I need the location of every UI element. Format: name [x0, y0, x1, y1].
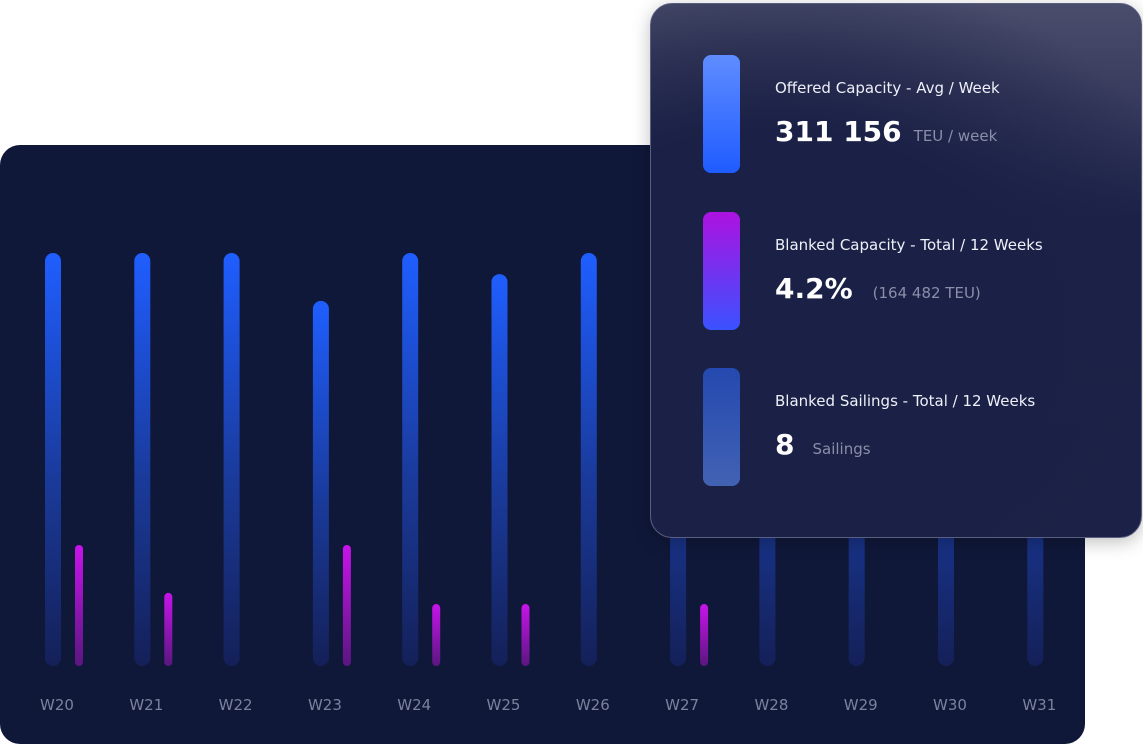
x-tick-label: W26 [576, 696, 610, 714]
x-tick-label: W23 [308, 696, 342, 714]
offered-capacity-swatch [703, 55, 740, 173]
stat-unit: TEU / week [913, 127, 998, 145]
blanked-capacity-swatch [703, 212, 740, 330]
x-tick-label: W28 [754, 696, 788, 714]
x-tick-label: W21 [129, 696, 163, 714]
summary-card: Offered Capacity - Avg / Week 311 156 TEU… [650, 3, 1142, 538]
blanked-bar-W20 [75, 544, 83, 666]
offered-bar-W22 [223, 253, 240, 666]
stat-offered-capacity: Offered Capacity - Avg / Week 311 156 TEU… [703, 55, 1123, 173]
offered-bar-W24 [402, 253, 419, 666]
stat-value: 4.2% [775, 272, 853, 305]
x-tick-label: W27 [665, 696, 699, 714]
offered-bar-W20 [45, 253, 61, 666]
blanked-bar-W21 [164, 592, 173, 666]
offered-bar-W23 [312, 300, 329, 666]
stat-title: Blanked Sailings - Total / 12 Weeks [775, 392, 1036, 410]
stat-unit: (164 482 TEU) [872, 284, 981, 302]
offered-bar-W26 [580, 253, 597, 666]
x-tick-label: W20 [40, 696, 74, 714]
stat-title: Blanked Capacity - Total / 12 Weeks [775, 236, 1043, 254]
stat-value: 311 156 [775, 115, 902, 148]
offered-bar-W25 [491, 274, 508, 666]
x-tick-label: W30 [933, 696, 967, 714]
x-tick-label: W25 [487, 696, 521, 714]
stat-value: 8 [775, 428, 795, 461]
x-tick-label: W22 [219, 696, 253, 714]
stat-unit: Sailings [812, 440, 871, 458]
x-tick-label: W31 [1022, 696, 1056, 714]
stat-blanked-capacity: Blanked Capacity - Total / 12 Weeks 4.2%… [703, 212, 1123, 330]
blanked-sailings-swatch [703, 368, 740, 486]
stat-blanked-sailings: Blanked Sailings - Total / 12 Weeks 8 Sai… [703, 368, 1123, 486]
x-tick-label: W24 [397, 696, 431, 714]
offered-bar-W21 [134, 253, 151, 666]
blanked-bar-W24 [432, 604, 441, 666]
x-tick-label: W29 [844, 696, 878, 714]
blanked-bar-W27 [700, 604, 709, 666]
blanked-bar-W23 [342, 544, 351, 666]
blanked-bar-W25 [521, 604, 530, 666]
stat-title: Offered Capacity - Avg / Week [775, 79, 1000, 97]
